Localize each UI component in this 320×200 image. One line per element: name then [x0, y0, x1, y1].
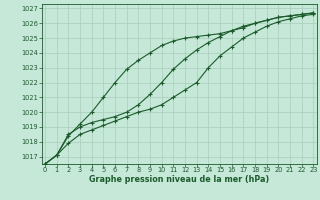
X-axis label: Graphe pression niveau de la mer (hPa): Graphe pression niveau de la mer (hPa) — [89, 175, 269, 184]
